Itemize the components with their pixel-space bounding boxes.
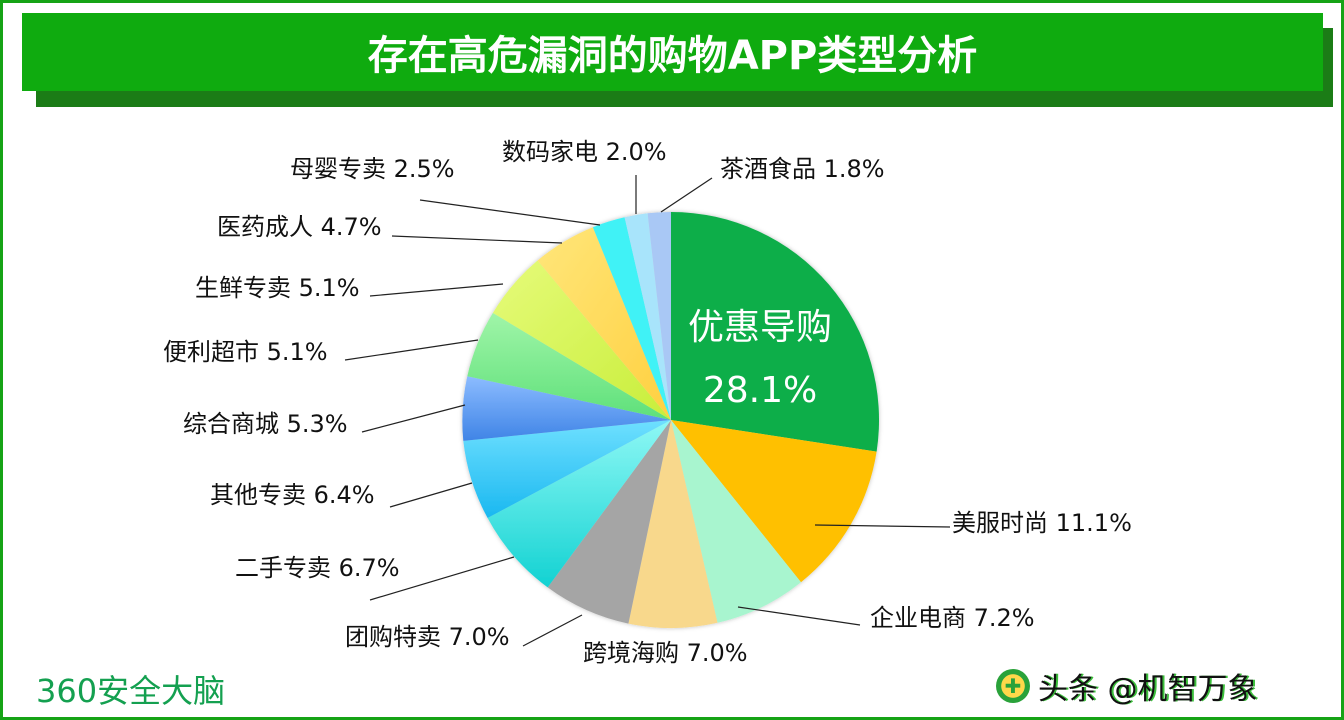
slice-qita-zhuanmai bbox=[463, 420, 671, 518]
slice-label: 企业电商 7.2% bbox=[870, 604, 1035, 632]
slice-label: 母婴专卖 2.5% bbox=[290, 155, 455, 183]
slice-bianli-chaoshi bbox=[467, 312, 671, 420]
leader-lines bbox=[344, 175, 951, 647]
slice-label-value: 28.1% bbox=[703, 370, 817, 411]
watermark-area: ✚ 头条 @机智万象 bbox=[996, 664, 1258, 708]
source-label: 360安全大脑 bbox=[36, 672, 226, 710]
slice-shengxian-zhuanmai bbox=[492, 260, 671, 420]
slice-label: 其他专卖 6.4% bbox=[210, 481, 375, 509]
360-logo-icon: ✚ bbox=[996, 669, 1030, 703]
slice-yiyao-chengren bbox=[537, 227, 671, 420]
slice-tuangou-temai bbox=[547, 420, 671, 624]
slice-muying-zhuanmai bbox=[592, 217, 671, 420]
slice-label: 综合商城 5.3% bbox=[183, 410, 348, 438]
slice-ershou-zhuanmai bbox=[487, 420, 671, 588]
slice-label: 便利超市 5.1% bbox=[163, 338, 328, 366]
slice-qiye-dianshang bbox=[671, 420, 801, 623]
page-title: 存在高危漏洞的购物APP类型分析 bbox=[367, 33, 978, 79]
slice-meifu-shishang bbox=[671, 420, 877, 583]
slice-label: 生鲜专卖 5.1% bbox=[195, 274, 360, 302]
slice-label: 团购特卖 7.0% bbox=[345, 623, 510, 651]
slice-label: 医药成人 4.7% bbox=[217, 213, 382, 241]
slice-label: 数码家电 2.0% bbox=[502, 138, 667, 166]
slice-kuajing-haigou bbox=[628, 420, 718, 629]
slice-label-name: 优惠导购 bbox=[688, 307, 832, 348]
watermark-text: 头条 @机智万象 bbox=[1038, 672, 1258, 707]
slice-label: 跨境海购 7.0% bbox=[583, 639, 748, 667]
slice-chajiu-shipin bbox=[647, 211, 671, 420]
slice-label: 二手专卖 6.7% bbox=[235, 554, 400, 582]
slice-zonghe-shangcheng bbox=[462, 376, 671, 441]
slice-label: 茶酒食品 1.8% bbox=[720, 155, 885, 183]
title-bar: 存在高危漏洞的购物APP类型分析 bbox=[22, 13, 1323, 91]
slice-shuma-jiadian bbox=[624, 213, 671, 420]
slice-youhui-daogou bbox=[671, 212, 880, 452]
slice-label: 美服时尚 11.1% bbox=[952, 509, 1132, 537]
